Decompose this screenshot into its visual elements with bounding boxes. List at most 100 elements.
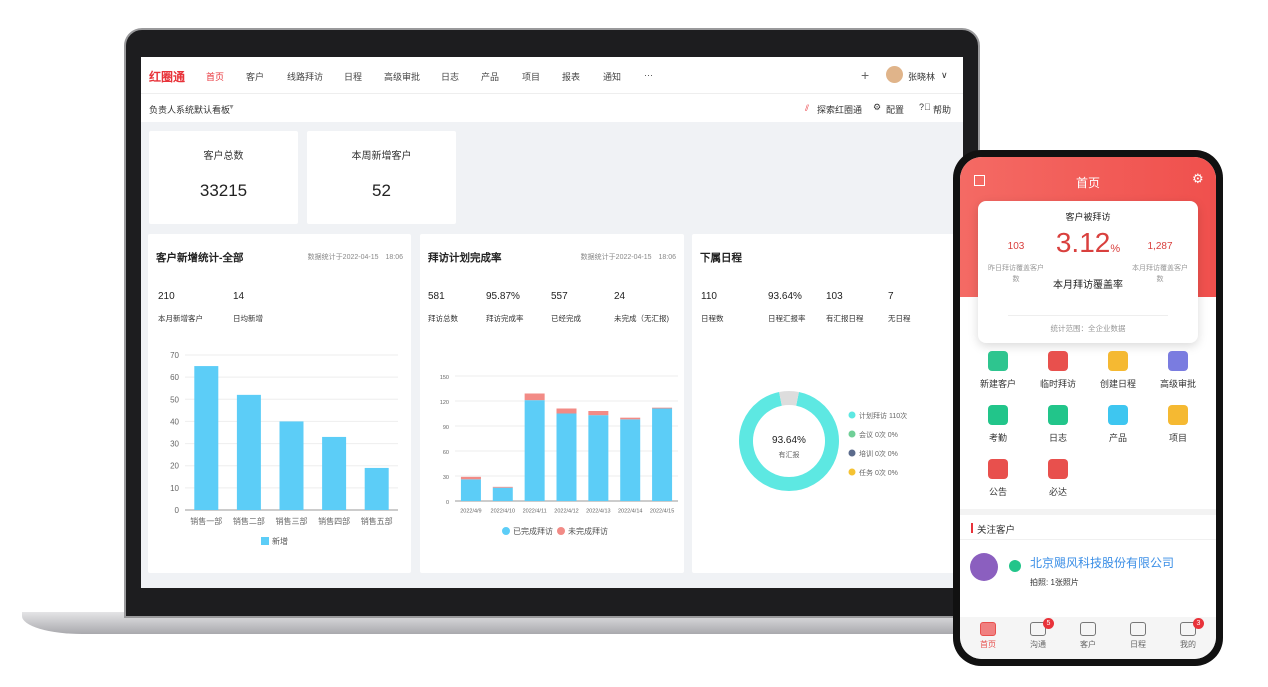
card-visit-completion: 拜访计划完成率 数据统计于2022-04-15 18:06 581 拜访总数 95.… xyxy=(420,234,684,573)
shortcut-label: 公告 xyxy=(988,487,1007,497)
legend-swatch xyxy=(502,527,510,535)
shortcut-7[interactable]: 产品 xyxy=(1088,405,1148,444)
gear-icon[interactable]: ⚙ xyxy=(1192,171,1204,186)
nav-item[interactable]: 产品 xyxy=(481,72,500,82)
nav-item[interactable]: 线路拜访 xyxy=(287,72,324,82)
bar[interactable] xyxy=(652,408,673,502)
legend-label: 计划拜访 110次 xyxy=(859,411,907,420)
nav-item[interactable]: ··· xyxy=(644,70,653,80)
left-value: 103 xyxy=(1007,241,1025,252)
stat-value: 581 xyxy=(428,291,445,302)
shortcut-3[interactable]: 创建日程 xyxy=(1088,351,1148,390)
bottom-tab-bar: 首页 沟通 5 客户 日程 我的 3 xyxy=(960,617,1216,659)
gear-icon[interactable]: ⚙ xyxy=(873,102,882,112)
phone: 首页 ⚙ 客户被拜访 3.12% 本月拜访覆盖率 103 昨日拜访覆盖客户数 1… xyxy=(953,150,1223,666)
legend-swatch xyxy=(848,449,856,457)
coverage-rate: 3.12% xyxy=(1040,227,1136,259)
user-name[interactable]: 张晓林 xyxy=(908,72,936,82)
donut-slice[interactable] xyxy=(779,391,799,406)
rate-value: 3.12 xyxy=(1055,227,1111,258)
bar[interactable] xyxy=(460,479,481,501)
caret-down-icon[interactable]: ▼ xyxy=(228,104,235,111)
bar[interactable] xyxy=(279,421,304,510)
bar[interactable] xyxy=(556,408,577,414)
bar[interactable] xyxy=(194,366,219,510)
shortcut-8[interactable]: 项目 xyxy=(1148,405,1208,444)
tab-icon xyxy=(1130,622,1146,636)
x-tick-label: 2022/4/13 xyxy=(586,509,610,515)
board-select[interactable]: 负责人系统默认看板 xyxy=(149,105,231,115)
stat-value: 7 xyxy=(888,291,894,302)
shortcut-icon xyxy=(988,459,1008,479)
tab-5[interactable]: 我的 3 xyxy=(1163,618,1213,650)
stat-value: 103 xyxy=(826,291,843,302)
stat-value: 110 xyxy=(701,291,717,302)
scan-icon[interactable] xyxy=(974,175,985,186)
y-tick-label: 30 xyxy=(170,440,179,449)
nav-item[interactable]: 首页 xyxy=(206,72,225,82)
bar[interactable] xyxy=(620,419,641,501)
shortcut-label: 临时拜访 xyxy=(1039,379,1076,389)
bar[interactable] xyxy=(364,467,389,510)
shortcut-4[interactable]: 高级审批 xyxy=(1148,351,1208,390)
badge: 3 xyxy=(1193,618,1204,629)
shortcut-9[interactable]: 公告 xyxy=(968,459,1028,498)
nav-item[interactable]: 项目 xyxy=(522,72,541,82)
bar[interactable] xyxy=(492,487,513,501)
bar[interactable] xyxy=(460,476,481,480)
bar[interactable] xyxy=(322,436,347,510)
kpi-value: 52 xyxy=(372,181,391,200)
shortcut-icon xyxy=(1048,405,1068,425)
legend-swatch xyxy=(848,468,856,476)
y-tick-label: 60 xyxy=(170,373,179,382)
tab-2[interactable]: 沟通 5 xyxy=(1013,618,1063,650)
nav-item[interactable]: 高级审批 xyxy=(384,72,421,82)
bar[interactable] xyxy=(588,411,609,416)
tab-1[interactable]: 首页 xyxy=(963,622,1013,650)
legend-swatch xyxy=(848,430,856,438)
shortcut-2[interactable]: 临时拜访 xyxy=(1028,351,1088,390)
shortcut-6[interactable]: 日志 xyxy=(1028,405,1088,444)
x-tick-label: 2022/4/15 xyxy=(650,509,674,515)
bar[interactable] xyxy=(620,417,641,420)
nav-item[interactable]: 客户 xyxy=(246,72,265,82)
y-tick-label: 150 xyxy=(440,375,449,381)
avatar[interactable] xyxy=(886,66,903,83)
help-link[interactable]: 帮助 xyxy=(933,105,952,115)
nav-item[interactable]: 日志 xyxy=(441,72,460,82)
bar[interactable] xyxy=(492,486,513,488)
bar[interactable] xyxy=(236,394,261,510)
y-tick-label: 120 xyxy=(440,400,449,406)
legend-label: 已完成拜访 xyxy=(513,526,553,536)
bar[interactable] xyxy=(524,400,545,501)
shortcut-1[interactable]: 新建客户 xyxy=(968,351,1028,390)
nav-item[interactable]: 报表 xyxy=(562,72,581,82)
shortcut-icon xyxy=(1168,405,1188,425)
bar[interactable] xyxy=(588,415,609,501)
donut-slice[interactable] xyxy=(739,391,839,491)
stat-label: 拜访总数 xyxy=(428,314,458,323)
tab-3[interactable]: 客户 xyxy=(1063,622,1113,650)
shortcut-icon xyxy=(1168,351,1188,371)
nav-item[interactable]: 日程 xyxy=(344,72,363,82)
company-link[interactable]: 北京飓风科技股份有限公司 xyxy=(1030,556,1175,570)
shortcut-10[interactable]: 必达 xyxy=(1028,459,1088,498)
shortcut-icon xyxy=(988,405,1008,425)
shortcut-label: 高级审批 xyxy=(1159,379,1196,389)
bar[interactable] xyxy=(652,407,673,409)
nav-item[interactable]: 通知 xyxy=(603,72,622,82)
divider xyxy=(1008,315,1168,316)
customer-avatar[interactable] xyxy=(970,553,998,581)
tab-4[interactable]: 日程 xyxy=(1113,622,1163,650)
bar[interactable] xyxy=(524,393,545,401)
chevron-down-icon[interactable]: ∨ xyxy=(941,70,948,80)
add-button[interactable]: + xyxy=(861,67,870,83)
help-icon[interactable]: ?⃝ xyxy=(919,102,931,112)
shortcut-5[interactable]: 考勤 xyxy=(968,405,1028,444)
bar[interactable] xyxy=(556,413,577,502)
x-tick-label: 销售三部 xyxy=(276,516,308,526)
config-link[interactable]: 配置 xyxy=(886,105,905,115)
right-value: 1,287 xyxy=(1147,241,1173,252)
explore-link[interactable]: 探索红圈通 xyxy=(817,105,863,115)
